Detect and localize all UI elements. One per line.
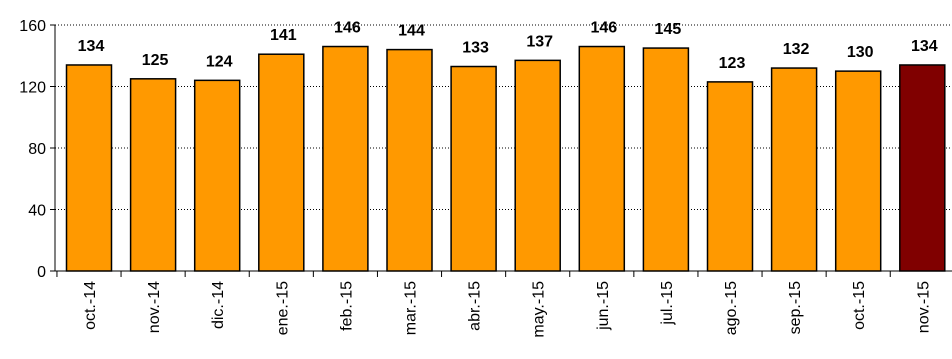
bar — [770, 67, 818, 272]
bar — [578, 45, 626, 272]
x-tick-label: ene.-15 — [274, 281, 291, 335]
data-label: 132 — [783, 41, 810, 58]
data-label: 134 — [911, 38, 938, 55]
data-label: 125 — [142, 52, 169, 69]
x-tick-label: dic.-14 — [210, 281, 227, 329]
bar — [706, 81, 754, 272]
x-tick-label: sep.-15 — [787, 281, 804, 334]
data-label: 133 — [462, 40, 489, 57]
x-tick-label: mar.-15 — [403, 281, 420, 335]
x-tick-label: nov.-15 — [915, 281, 932, 333]
bar — [386, 48, 433, 272]
data-labels: 134 125 124 141 146 144 133 137 146 145 123 132 130 1… — [78, 20, 938, 72]
data-label: 144 — [398, 23, 425, 40]
data-label: 146 — [590, 20, 617, 37]
x-tick-label: feb.-15 — [338, 281, 355, 331]
data-label: 145 — [655, 21, 682, 38]
y-tick-label: 160 — [19, 18, 46, 35]
bar — [129, 78, 177, 272]
x-tick-label: may.-15 — [531, 281, 548, 338]
bar — [450, 65, 497, 272]
bar — [834, 70, 882, 272]
bar — [642, 47, 690, 272]
y-tick-label: 40 — [28, 203, 46, 220]
x-tick-label: oct.-15 — [851, 281, 868, 330]
bar — [322, 45, 369, 272]
bar — [899, 64, 946, 272]
data-label: 134 — [78, 38, 105, 55]
bar — [514, 59, 561, 272]
data-label: 146 — [334, 20, 361, 37]
x-axis-ticks: oct.-14 nov.-14 dic.-14 ene.-15 feb.-15 mar.-… — [56, 271, 932, 338]
x-tick-label: nov.-14 — [146, 281, 163, 333]
bar — [193, 79, 241, 272]
data-label: 137 — [526, 33, 553, 50]
bar — [65, 64, 113, 272]
x-tick-label: ago.-15 — [723, 281, 740, 335]
x-tick-label: abr.-15 — [467, 281, 484, 331]
y-tick-label: 0 — [37, 264, 46, 281]
x-tick-label: oct.-14 — [82, 281, 99, 330]
y-tick-label: 80 — [28, 141, 46, 158]
y-tick-label: 120 — [19, 80, 46, 97]
data-label: 124 — [206, 53, 233, 70]
bar — [258, 53, 305, 272]
x-tick-label: jun.-15 — [595, 281, 612, 331]
gridlines — [55, 24, 952, 210]
x-tick-label: jul.-15 — [659, 281, 676, 326]
data-label: 141 — [270, 27, 297, 44]
data-label: 130 — [847, 44, 874, 61]
data-label: 123 — [719, 55, 746, 72]
y-axis-ticks: 0 40 80 120 160 — [19, 18, 55, 281]
bars — [65, 45, 946, 272]
